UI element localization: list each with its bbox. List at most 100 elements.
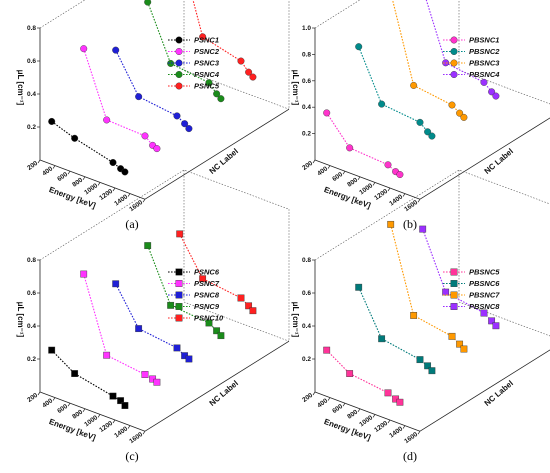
- x-tick-label: 1200: [373, 420, 389, 434]
- x-tick-label: 800: [346, 176, 359, 188]
- data-point-PSNC7: [80, 270, 88, 278]
- legend-marker: [175, 303, 183, 310]
- data-point-PSNC8: [185, 355, 193, 363]
- legend-label: PBSNC6: [469, 279, 500, 288]
- y-tick-label: 0.4: [302, 104, 311, 111]
- data-point-PSNC4: [167, 59, 175, 67]
- legend-label: PBSNC2: [469, 47, 500, 56]
- panel-caption: (a): [125, 217, 138, 231]
- data-point-PBSNC3: [456, 109, 464, 117]
- data-point-PBSNC7: [387, 220, 395, 228]
- data-point-PBSNC4: [492, 92, 500, 100]
- z-axis-label: NC Label: [208, 147, 240, 176]
- legend-label: PSNC2: [194, 47, 220, 56]
- x-tick-label: 200: [26, 160, 39, 172]
- x-tick-mark: [417, 431, 421, 435]
- data-point-PBSNC2: [416, 118, 424, 126]
- y-tick-label: 0.4: [27, 91, 36, 98]
- data-point-PSNC3: [185, 125, 193, 133]
- data-point-PBSNC2: [424, 128, 432, 136]
- x-tick-label: 200: [26, 392, 39, 404]
- legend-label: PSNC8: [194, 291, 220, 300]
- box-floor-back: [458, 69, 550, 105]
- data-point-PBSNC1: [346, 144, 354, 152]
- data-point-PBSNC5: [396, 398, 404, 406]
- x-tick-mark: [82, 176, 86, 180]
- x-tick-label: 800: [346, 408, 359, 420]
- data-point-PSNC4: [213, 90, 221, 98]
- z-axis-label: NC Label: [483, 379, 515, 408]
- legend-label: PSNC5: [194, 82, 220, 91]
- x-tick-label: 1200: [373, 188, 389, 202]
- data-point-PSNC8: [173, 344, 181, 352]
- x-tick-label: 1400: [388, 425, 404, 439]
- legend-marker: [450, 59, 458, 67]
- x-tick-mark: [112, 187, 116, 192]
- x-tick-label: 400: [316, 397, 329, 409]
- x-tick-mark: [37, 159, 41, 164]
- energy-axis: [39, 159, 146, 200]
- panel-caption: (c): [125, 449, 138, 463]
- x-tick-mark: [97, 414, 101, 418]
- data-point-PSNC1: [48, 117, 56, 125]
- y-tick-label: 1.0: [302, 25, 311, 32]
- x-tick-mark: [142, 431, 146, 435]
- x-tick-mark: [37, 391, 41, 396]
- x-tick-label: 1600: [128, 431, 144, 445]
- data-point-PBSNC2: [355, 43, 363, 51]
- data-point-PSNC6: [71, 370, 79, 377]
- x-tick-mark: [372, 414, 376, 418]
- legend-label: PBSNC1: [469, 36, 499, 45]
- legend-marker: [450, 268, 458, 276]
- energy-axis: [314, 391, 421, 432]
- data-point-PSNC4: [217, 95, 225, 103]
- legend-marker: [175, 82, 183, 90]
- x-tick-mark: [417, 199, 421, 203]
- data-point-PBSNC3: [460, 113, 468, 121]
- y-tick-label: 0.4: [27, 323, 36, 330]
- energy-axis: [314, 159, 421, 200]
- x-tick-mark: [402, 193, 406, 197]
- data-point-PSNC1: [71, 134, 79, 142]
- data-point-PBSNC5: [346, 370, 354, 377]
- x-tick-mark: [67, 171, 71, 175]
- legend-label: PSNC6: [194, 268, 220, 277]
- series-line-PSNC7: [83, 273, 158, 383]
- y-tick-label: 0.6: [302, 290, 311, 297]
- legend-marker: [450, 303, 458, 310]
- x-tick-label: 200: [301, 392, 314, 404]
- z-axis-label: NC Label: [483, 147, 515, 176]
- x-tick-label: 400: [41, 397, 54, 409]
- x-tick-label: 1000: [83, 182, 99, 196]
- data-point-PSNC10: [249, 307, 257, 315]
- data-point-PBSNC8: [488, 317, 496, 325]
- panel-caption: (b): [403, 217, 417, 231]
- legend-marker: [450, 280, 458, 287]
- legend-label: PBSNC3: [469, 59, 500, 68]
- data-point-PBSNC5: [323, 346, 331, 354]
- legend-label: PBSNC7: [469, 291, 500, 300]
- x-tick-mark: [327, 397, 331, 401]
- data-point-PBSNC1: [396, 171, 404, 179]
- x-tick-label: 1600: [128, 199, 144, 213]
- data-point-PBSNC7: [456, 340, 464, 348]
- y-tick-label: 0.6: [302, 78, 311, 85]
- data-point-PBSNC2: [428, 132, 436, 140]
- data-point-PBSNC3: [410, 81, 418, 89]
- y-tick-label: 0.8: [302, 51, 311, 58]
- data-point-PBSNC3: [448, 101, 456, 109]
- x-tick-mark: [357, 408, 361, 412]
- x-tick-mark: [142, 199, 146, 203]
- box-floor-back: [183, 301, 290, 342]
- legend-label: PBSNC8: [469, 302, 500, 311]
- x-tick-label: 1000: [358, 414, 374, 428]
- data-point-PSNC2: [103, 116, 111, 124]
- y-tick-label: 0.6: [27, 58, 36, 65]
- data-point-PSNC4: [144, 0, 152, 6]
- data-point-PSNC3: [181, 120, 189, 128]
- box-top-edge: [314, 0, 361, 29]
- legend-marker: [175, 280, 183, 287]
- data-point-PSNC9: [167, 301, 175, 309]
- y-tick-label: 0.8: [302, 257, 311, 264]
